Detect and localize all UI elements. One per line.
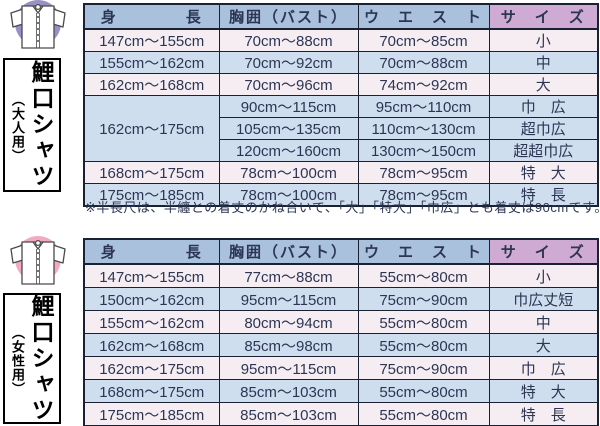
table-cell: 162cm～168cm [83,333,220,357]
table-cell: 78cm～95cm [357,183,490,207]
product-variant: （女性用） [10,326,25,397]
table-row: 162cm～168cm 85cm～98cm 55cm～80cm 大 [83,333,599,357]
size-note: ※半長尺は、半纏との着丈のかね合いで、「大」「特大」「巾広」とも着丈は90cmで… [85,200,600,215]
table-cell: 70cm～88cm [218,28,359,52]
table-cell: 特 長 [488,402,599,426]
table-cell: 150cm～162cm [83,287,220,311]
table-cell: 78cm～100cm [218,161,359,184]
table-row: 162cm～175cm 90cm～115cm 95cm～110cm 巾 広 [83,95,599,162]
table-cell: 85cm～98cm [218,333,359,357]
column-header-2: ウ エ ス ト [357,3,490,30]
header-row: 身 長胸囲（バスト）ウ エ ス トサ イ ズ [83,3,599,30]
table-cell: 162cm～175cm [83,95,220,162]
table-row: 120cm～160cm 130cm～150cm 超超巾広 [84,139,599,162]
shirt-icon [10,0,66,49]
table-row: 162cm～168cm 70cm～96cm 74cm～92cm 大 [83,73,599,96]
table-cell: 55cm～80cm [357,402,490,426]
table-cell: 78cm～95cm [357,161,490,184]
table-cell: 中 [488,51,599,74]
table-cell: 110cm～130cm [357,117,490,140]
women-product-label: 鯉口シャツ （女性用） [3,293,61,424]
product-name: 鯉口シャツ [28,293,54,424]
column-header-1: 胸囲（バスト） [218,238,359,265]
table-cell: 90cm～115cm [218,95,359,118]
table-cell: 147cm～155cm [83,28,220,52]
table-cell: 85cm～103cm [218,402,359,426]
shirt-icon [10,236,66,285]
women-size-table: 身 長胸囲（バスト）ウ エ ス トサ イ ズ 147cm～155cm 77cm～88… [83,238,599,426]
table-cell: 120cm～160cm [218,139,359,162]
table-cell: 70cm～85cm [357,28,490,52]
table-cell: 55cm～80cm [357,263,490,288]
table-cell: 175cm～185cm [83,402,220,426]
table-cell: 77cm～88cm [218,263,359,288]
table-cell: 55cm～80cm [357,379,490,403]
product-name: 鯉口シャツ [28,60,54,190]
women-shirt-icon [9,236,67,292]
table-cell: 95cm～115cm [218,356,359,380]
table-cell: 巾 広 [488,356,599,380]
table-cell: 小 [488,28,599,52]
table-cell: 85cm～103cm [218,379,359,403]
table-cell: 巾広丈短 [488,287,599,311]
adult-product-label: 鯉口シャツ （大人用） [3,58,61,192]
table-cell: 168cm～175cm [83,379,220,403]
table-row: 150cm～162cm 95cm～115cm 75cm～90cm 巾広丈短 [83,287,599,311]
table-row: 147cm～155cm 77cm～88cm 55cm～80cm 小 [83,263,599,288]
table-cell: 超超巾広 [488,139,599,162]
table-cell: 特 大 [488,161,599,184]
table-cell: 155cm～162cm [83,51,220,74]
table-cell: 中 [488,310,599,334]
table-cell: 130cm～150cm [357,139,490,162]
adult-size-table: 身 長胸囲（バスト）ウ エ ス トサ イ ズ 147cm～155cm 70cm～88… [83,3,599,207]
table-cell: 175cm～185cm [83,183,220,207]
column-header-0: 身 長 [83,3,220,30]
table-cell: 特 長 [488,183,599,207]
table-cell: 74cm～92cm [357,73,490,96]
table-row: 155cm～162cm 80cm～94cm 55cm～80cm 中 [83,310,599,334]
table-cell: 162cm～168cm [83,73,220,96]
column-header-3: サ イ ズ [488,238,599,265]
column-header-2: ウ エ ス ト [357,238,490,265]
table-row: 147cm～155cm 70cm～88cm 70cm～85cm 小 [83,28,599,52]
adult-shirt-icon [9,0,67,56]
table-cell: 55cm～80cm [357,310,490,334]
table-cell: 70cm～88cm [357,51,490,74]
table-cell: 55cm～80cm [357,333,490,357]
table-cell: 超巾広 [488,117,599,140]
table-cell: 巾 広 [488,95,599,118]
table-cell: 小 [488,263,599,288]
table-cell: 大 [488,333,599,357]
table-row: 168cm～175cm 78cm～100cm 78cm～95cm 特 大 [83,161,599,184]
table-row: 105cm～135cm 110cm～130cm 超巾広 [84,117,599,140]
table-row: 175cm～185cm 85cm～103cm 55cm～80cm 特 長 [83,402,599,426]
table-cell: 162cm～175cm [83,356,220,380]
table-cell: 特 大 [488,379,599,403]
table-row: 175cm～185cm 78cm～100cm 78cm～95cm 特 長 [83,183,599,207]
table-cell: 80cm～94cm [218,310,359,334]
table-row: 168cm～175cm 85cm～103cm 55cm～80cm 特 大 [83,379,599,403]
table-cell: 78cm～100cm [218,183,359,207]
table-row: 155cm～162cm 70cm～92cm 70cm～88cm 中 [83,51,599,74]
table-cell: 大 [488,73,599,96]
table-cell: 75cm～90cm [357,287,490,311]
table-cell: 105cm～135cm [218,117,359,140]
table-cell: 95cm～115cm [218,287,359,311]
header-row: 身 長胸囲（バスト）ウ エ ス トサ イ ズ [83,238,599,265]
table-row: 162cm～175cm 95cm～115cm 75cm～90cm 巾 広 [83,356,599,380]
table-cell: 70cm～92cm [218,51,359,74]
table-cell: 168cm～175cm [83,161,220,184]
table-cell: 155cm～162cm [83,310,220,334]
table-cell: 75cm～90cm [357,356,490,380]
table-cell: 70cm～96cm [218,73,359,96]
column-header-1: 胸囲（バスト） [218,3,359,30]
column-header-0: 身 長 [83,238,220,265]
product-variant: （大人用） [10,92,25,163]
table-cell: 147cm～155cm [83,263,220,288]
column-header-3: サ イ ズ [488,3,599,30]
table-cell: 95cm～110cm [357,95,490,118]
